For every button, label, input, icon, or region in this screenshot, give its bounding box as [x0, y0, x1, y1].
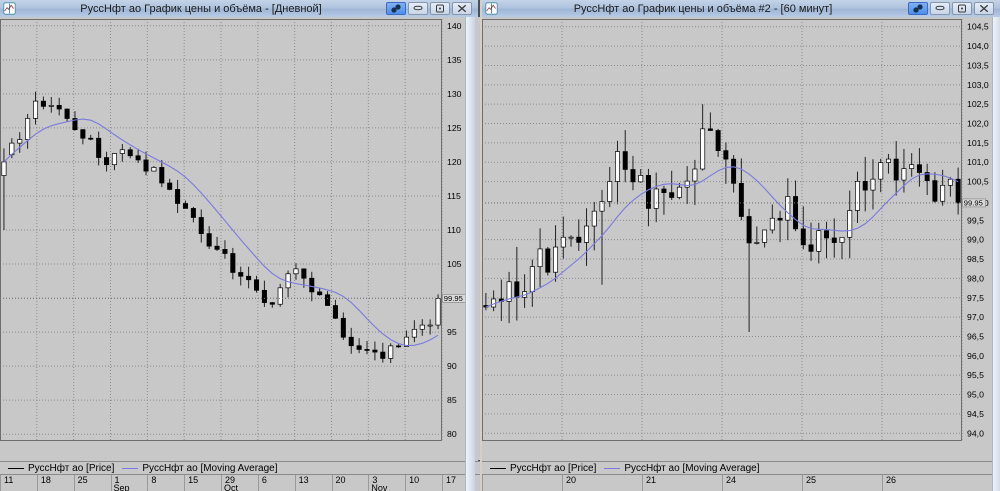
svg-text:90: 90	[447, 361, 457, 371]
svg-text:100,5: 100,5	[967, 177, 989, 187]
svg-text:115: 115	[447, 191, 461, 201]
svg-text:95: 95	[447, 327, 457, 337]
svg-text:105: 105	[447, 259, 462, 269]
svg-text:99.95: 99.95	[964, 198, 983, 207]
svg-text:110: 110	[447, 225, 461, 235]
svg-text:101,5: 101,5	[967, 138, 989, 148]
svg-text:102,0: 102,0	[967, 119, 989, 129]
svg-text:98,5: 98,5	[967, 254, 984, 264]
svg-text:98,0: 98,0	[967, 273, 984, 283]
svg-text:125: 125	[447, 123, 462, 133]
svg-text:104,5: 104,5	[967, 22, 989, 32]
svg-text:85: 85	[447, 395, 457, 405]
svg-text:101,0: 101,0	[967, 157, 989, 167]
svg-text:97,0: 97,0	[967, 312, 984, 322]
svg-text:120: 120	[447, 157, 462, 167]
svg-text:96,5: 96,5	[967, 331, 984, 341]
svg-text:80: 80	[447, 429, 457, 439]
svg-text:97,5: 97,5	[967, 293, 984, 303]
svg-text:95,0: 95,0	[967, 390, 984, 400]
svg-text:95,5: 95,5	[967, 370, 984, 380]
svg-text:94,0: 94,0	[967, 428, 984, 438]
svg-text:99,5: 99,5	[967, 215, 984, 225]
svg-text:130: 130	[447, 89, 462, 99]
svg-text:103,5: 103,5	[967, 60, 989, 70]
svg-text:104,0: 104,0	[967, 41, 989, 51]
svg-text:94,5: 94,5	[967, 409, 984, 419]
svg-text:99,0: 99,0	[967, 235, 984, 245]
svg-text:140: 140	[447, 21, 462, 31]
svg-text:102,5: 102,5	[967, 99, 989, 109]
svg-text:99.95: 99.95	[444, 294, 463, 303]
svg-text:103,0: 103,0	[967, 80, 989, 90]
svg-text:135: 135	[447, 55, 462, 65]
svg-text:96,0: 96,0	[967, 351, 984, 361]
